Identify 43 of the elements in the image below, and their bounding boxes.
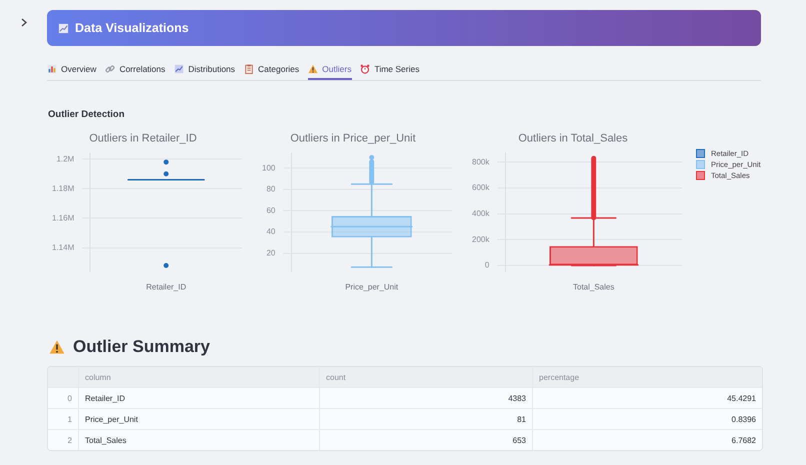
chart-title: Outliers in Price_per_Unit: [290, 132, 416, 145]
y-tick-label: 60: [266, 206, 276, 215]
text: Total_Sales: [85, 436, 126, 444]
text: Outlier Detection: [48, 109, 125, 120]
y-tick-label: 40: [266, 227, 276, 236]
y-tick-label: 400k: [472, 209, 490, 218]
y-tick-label: 100: [262, 163, 276, 172]
x-tick-label: Total_Sales: [572, 282, 614, 292]
text: 4383: [508, 394, 526, 402]
text: Retailer_ID: [85, 394, 126, 402]
text: Data Visualizations: [75, 21, 189, 35]
text: 653: [512, 436, 526, 444]
text: Time Series: [374, 64, 420, 74]
category-label: 2: [68, 436, 72, 444]
y-tick-label: 1.14M: [52, 242, 75, 252]
text: Categories: [258, 64, 300, 74]
category-label: count: [319, 367, 532, 387]
text: 0.8396: [732, 414, 756, 424]
x-tick-label: Price_per_Unit: [345, 282, 399, 292]
text: 45.4291: [727, 394, 756, 402]
text: Outliers: [322, 64, 352, 74]
text: Overview: [61, 64, 96, 74]
text: Outlier Summary: [73, 337, 210, 357]
chart-title: Outliers in Retailer_ID: [89, 132, 197, 145]
y-tick-label: 80: [266, 184, 276, 194]
text: Price_per_Unit: [85, 414, 138, 424]
chart-title: Outliers in Total_Sales: [518, 132, 628, 145]
y-tick-label: 200k: [472, 234, 490, 244]
text: Correlations: [119, 64, 166, 74]
category-label: column: [78, 367, 319, 387]
category-label: percentage: [532, 367, 762, 387]
y-tick-label: 1.18M: [52, 184, 75, 193]
category-label: 1: [68, 414, 72, 424]
x-tick-label: Retailer_ID: [146, 282, 186, 292]
text: 6.7682: [732, 436, 756, 444]
text: 81: [517, 414, 526, 424]
y-tick-label: 800k: [472, 157, 490, 166]
y-tick-label: 0: [484, 260, 490, 270]
y-tick-label: 1.2M: [56, 154, 75, 164]
text: Distributions: [188, 64, 236, 74]
y-tick-label: 1.16M: [52, 213, 75, 222]
y-tick-label: 20: [266, 248, 276, 258]
y-tick-label: 600k: [472, 183, 490, 192]
